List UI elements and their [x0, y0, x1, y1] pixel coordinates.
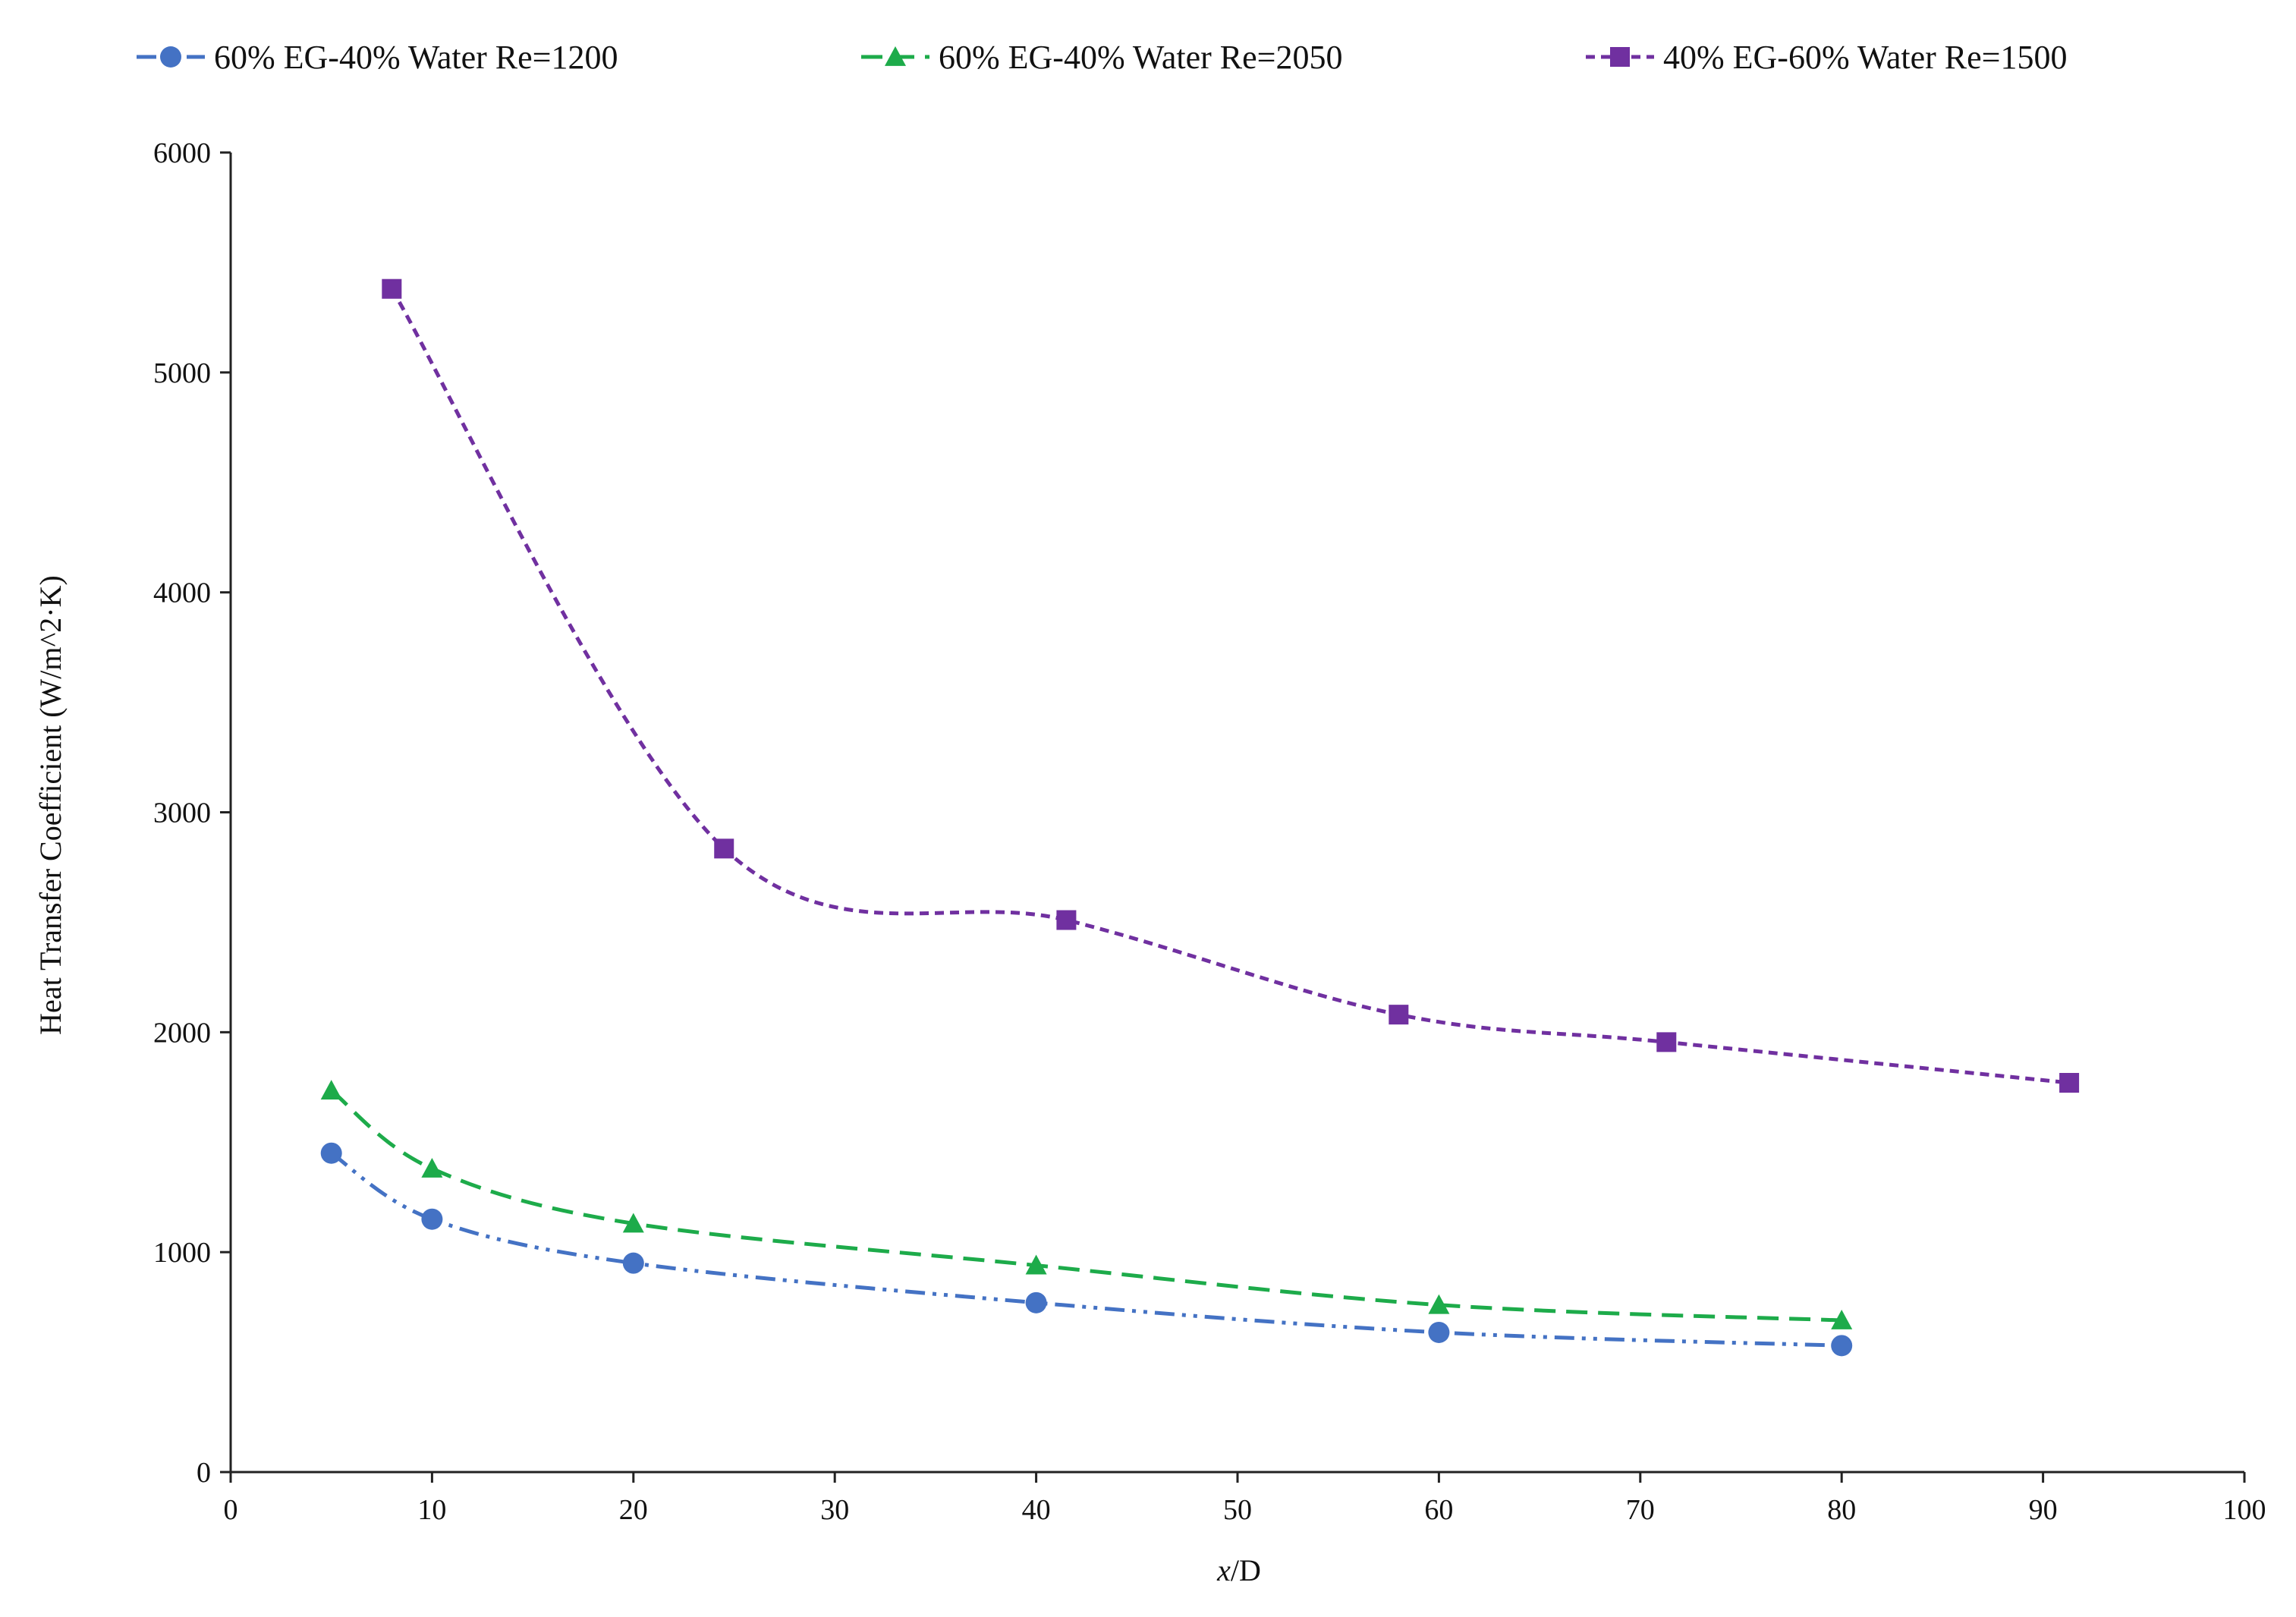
y-tick-label: 0 — [197, 1457, 211, 1489]
legend-marker-shape-1 — [160, 46, 181, 68]
x-tick-label: 30 — [820, 1494, 849, 1526]
legend-item-series-3: 40% EG-60% Water Re=1500 — [1586, 39, 2067, 76]
data-point-series-3 — [2059, 1072, 2080, 1093]
legend-item-series-1: 60% EG-40% Water Re=1200 — [137, 39, 618, 76]
x-tick-label: 10 — [417, 1494, 446, 1526]
data-point-series-3 — [1389, 1005, 1409, 1025]
legend-item-series-2: 60% EG-40% Water Re=2050 — [861, 39, 1342, 76]
x-axis-title-suffix: /D — [1231, 1553, 1261, 1587]
series-3 — [382, 278, 2080, 1093]
y-tick-label: 6000 — [153, 137, 211, 169]
x-tick-label: 60 — [1424, 1494, 1453, 1526]
data-point-series-2 — [320, 1080, 342, 1100]
legend-label-series-3: 40% EG-60% Water Re=1500 — [1663, 39, 2067, 76]
legend: 60% EG-40% Water Re=1200 60% EG-40% Wate… — [137, 39, 2067, 76]
y-tick-label: 3000 — [153, 797, 211, 829]
x-axis-title-variable: x — [1216, 1553, 1231, 1587]
x-tick-label: 100 — [2223, 1494, 2266, 1526]
y-tick-label: 5000 — [153, 357, 211, 389]
plot-series — [320, 278, 2080, 1357]
y-axis-title: Heat Transfer Coefficient (W/m^2·K) — [33, 575, 68, 1035]
data-point-series-1 — [421, 1208, 443, 1230]
series-2 — [320, 1080, 1853, 1329]
legend-label-series-2: 60% EG-40% Water Re=2050 — [939, 39, 1342, 76]
data-point-series-2 — [1025, 1254, 1047, 1275]
data-point-series-1 — [1428, 1321, 1450, 1343]
x-tick-label: 40 — [1022, 1494, 1051, 1526]
legend-marker-series-1 — [160, 46, 181, 68]
data-point-series-1 — [1025, 1291, 1047, 1313]
legend-marker-shape-2 — [885, 46, 906, 66]
series-line-2 — [330, 1089, 1842, 1323]
data-point-series-2 — [1428, 1294, 1450, 1314]
x-tick-label: 90 — [2029, 1494, 2058, 1526]
data-point-series-3 — [714, 838, 734, 859]
data-point-series-1 — [320, 1142, 342, 1164]
legend-marker-shape-3 — [1610, 47, 1630, 67]
series-line-3 — [390, 288, 2070, 1085]
series-1 — [320, 1142, 1853, 1357]
data-point-series-3 — [382, 278, 402, 299]
data-point-series-2 — [421, 1158, 443, 1178]
legend-marker-series-3 — [1610, 47, 1630, 67]
data-point-series-1 — [1831, 1335, 1853, 1357]
data-point-series-2 — [1831, 1310, 1853, 1329]
y-ticks: 0 1000 2000 3000 4000 5000 6000 — [153, 137, 231, 1489]
legend-label-series-1: 60% EG-40% Water Re=1200 — [214, 39, 618, 76]
x-tick-label: 0 — [224, 1494, 238, 1526]
data-point-series-2 — [622, 1213, 644, 1233]
data-point-series-1 — [622, 1252, 644, 1274]
y-tick-label: 4000 — [153, 577, 211, 609]
x-tick-label: 20 — [619, 1494, 648, 1526]
data-point-series-3 — [1656, 1032, 1677, 1052]
x-tick-label: 50 — [1223, 1494, 1252, 1526]
legend-marker-series-2 — [885, 46, 906, 66]
y-tick-label: 1000 — [153, 1237, 211, 1269]
data-point-series-3 — [1056, 910, 1077, 930]
y-tick-label: 2000 — [153, 1017, 211, 1049]
x-ticks: 0 10 20 30 40 50 60 70 80 90 100 — [224, 1472, 2266, 1526]
axes — [229, 153, 2244, 1474]
x-tick-label: 70 — [1626, 1494, 1655, 1526]
x-tick-label: 80 — [1827, 1494, 1856, 1526]
series-line-1 — [330, 1151, 1842, 1348]
x-axis-title: x/D — [1216, 1553, 1261, 1587]
